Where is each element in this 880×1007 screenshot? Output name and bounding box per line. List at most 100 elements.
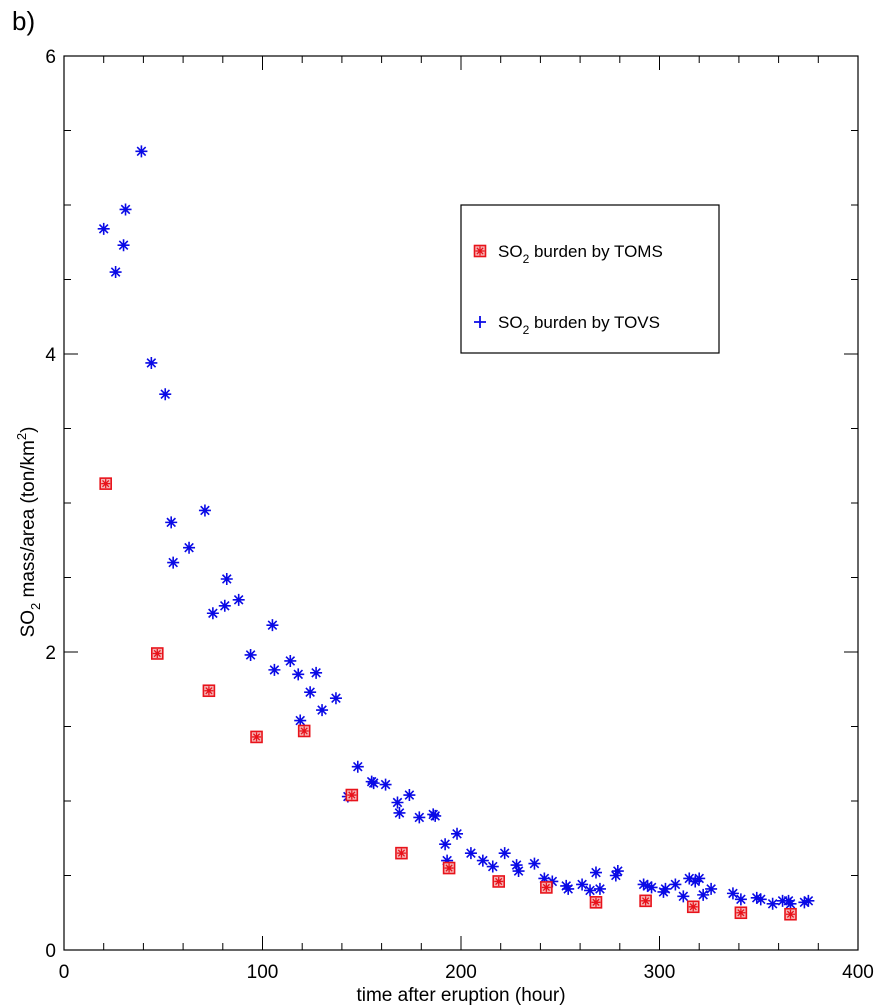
data-point — [492, 875, 506, 888]
data-point — [117, 239, 130, 252]
marker-star — [252, 732, 262, 742]
marker-star — [347, 790, 357, 800]
y-tick-label: 6 — [45, 47, 56, 68]
marker-star — [204, 686, 214, 696]
marker-star — [641, 896, 651, 906]
legend-prefix: SO — [498, 242, 523, 261]
marker-star — [444, 863, 454, 873]
x-tick-label: 200 — [445, 962, 477, 983]
series-layer — [97, 145, 815, 921]
x-tick-label: 100 — [247, 962, 279, 983]
data-point — [609, 869, 622, 882]
legend-suffix: burden by TOVS — [529, 313, 660, 332]
data-point — [512, 865, 525, 878]
data-point — [266, 619, 279, 632]
data-point — [202, 684, 216, 698]
data-point — [232, 593, 245, 606]
data-point — [754, 893, 767, 906]
data-point — [441, 854, 454, 867]
data-point — [589, 866, 602, 879]
marker-star — [299, 726, 309, 736]
data-point — [109, 266, 122, 279]
data-point — [476, 854, 489, 867]
data-point — [697, 888, 710, 901]
marker-star — [494, 876, 504, 886]
data-point — [351, 760, 364, 773]
x-axis: 0 100 200 300 400 — [59, 56, 874, 983]
data-point — [734, 906, 748, 920]
data-point — [584, 884, 597, 897]
data-point — [294, 714, 307, 727]
data-point — [528, 857, 541, 870]
data-point — [393, 806, 406, 819]
marker-star — [591, 897, 601, 907]
data-point — [562, 882, 575, 895]
data-point — [250, 730, 263, 744]
data-point — [183, 541, 196, 554]
data-point — [316, 704, 329, 717]
data-point — [379, 778, 392, 791]
data-point — [97, 222, 110, 235]
data-point — [798, 896, 811, 909]
data-point — [734, 893, 747, 906]
data-point — [367, 777, 380, 790]
legend-marker — [473, 244, 487, 258]
data-point — [686, 900, 700, 914]
legend-label: SO2 burden by TOVS — [498, 313, 660, 337]
data-point — [784, 907, 797, 921]
data-point — [576, 878, 589, 891]
data-point — [637, 878, 650, 891]
data-point — [442, 861, 456, 875]
marker-star — [101, 479, 111, 489]
data-point — [669, 878, 682, 891]
data-point — [165, 516, 178, 529]
plot-frame — [63, 55, 859, 951]
data-point — [510, 859, 523, 872]
data-point — [99, 477, 112, 490]
data-point — [304, 686, 317, 699]
y-label-sup: 2 — [14, 433, 29, 440]
data-point — [159, 388, 172, 401]
y-axis: 0 2 4 6 — [45, 47, 858, 962]
data-point — [451, 827, 464, 840]
data-point — [486, 860, 499, 873]
data-point — [589, 896, 603, 909]
data-point — [218, 599, 231, 612]
data-point — [198, 504, 211, 517]
data-point — [329, 692, 342, 705]
data-point — [611, 865, 624, 878]
data-point — [244, 648, 257, 661]
series-toms — [99, 477, 797, 921]
data-point — [391, 796, 404, 809]
y-tick-label: 2 — [45, 643, 56, 664]
data-point — [784, 897, 797, 910]
data-point — [683, 872, 696, 885]
data-point — [268, 663, 281, 676]
data-point — [802, 894, 815, 907]
legend-suffix: burden by TOMS — [529, 242, 663, 261]
y-axis-label: SO2 mass/area (ton/km2) — [14, 427, 43, 638]
data-point — [284, 654, 297, 667]
data-point — [464, 847, 477, 860]
y-label-mid: mass/area (ton/km — [18, 440, 39, 603]
data-point — [659, 882, 672, 895]
x-tick-label: 400 — [842, 962, 874, 983]
plot-border — [63, 55, 859, 951]
panel-label: b) — [12, 6, 36, 36]
y-label-suffix: ) — [18, 427, 39, 433]
x-tick-label: 0 — [59, 962, 70, 983]
marker-star — [688, 902, 698, 912]
y-tick-label: 4 — [45, 345, 56, 366]
data-point — [593, 882, 606, 895]
data-point — [119, 203, 132, 216]
marker-star — [396, 848, 406, 858]
data-point — [693, 872, 706, 885]
legend-sub: 2 — [523, 323, 530, 337]
y-label-sub: 2 — [28, 603, 43, 610]
data-point — [677, 890, 690, 903]
data-point — [429, 809, 442, 822]
x-axis-label: time after eruption (hour) — [356, 985, 565, 1006]
marker-star — [541, 882, 551, 892]
data-point — [220, 572, 233, 585]
